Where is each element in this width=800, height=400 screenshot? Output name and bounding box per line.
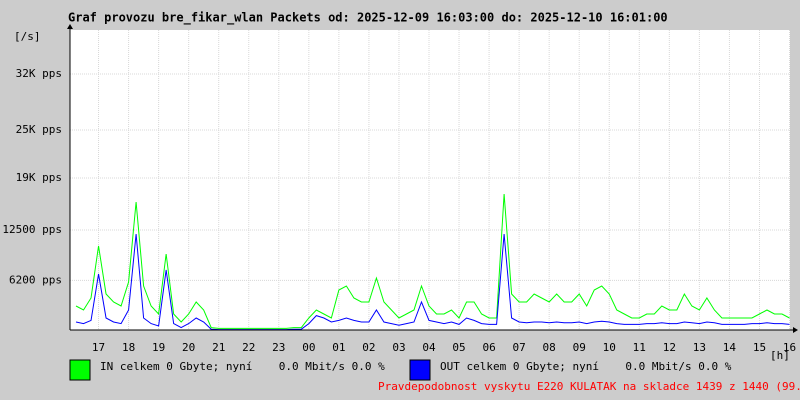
x-tick-label: 06: [482, 341, 495, 354]
x-tick-label: 02: [362, 341, 375, 354]
plot-area: [70, 30, 790, 330]
y-tick-label: 32K pps: [16, 67, 62, 80]
chart-title: Graf provozu bre_fikar_wlan Packets od: …: [68, 11, 668, 26]
y-axis-label: [/s]: [14, 30, 41, 43]
x-tick-label: 20: [182, 341, 195, 354]
y-axis-arrow: [67, 24, 73, 29]
x-tick-label: 14: [723, 341, 737, 354]
y-tick-label: 25K pps: [16, 123, 62, 136]
x-tick-label: 23: [272, 341, 285, 354]
legend-label: OUT celkem 0 Gbyte; nyní 0.0 Mbit/s 0.0 …: [440, 360, 732, 373]
x-tick-label: 19: [152, 341, 165, 354]
x-tick-label: 17: [92, 341, 105, 354]
footer: Pravdepodobnost vyskytu E220 KULATAK na …: [378, 380, 800, 393]
legend-swatch: [69, 359, 91, 381]
series-line: [75, 193, 790, 329]
x-axis-arrow: [793, 327, 798, 333]
x-tick-label: 03: [392, 341, 405, 354]
y-tick-label: 12500 pps: [2, 223, 62, 236]
x-tick-label: 00: [302, 341, 315, 354]
legend-swatch: [409, 359, 431, 381]
y-tick-label: 19K pps: [16, 171, 62, 184]
x-axis-label: [h]: [770, 349, 790, 362]
x-tick-label: 13: [693, 341, 706, 354]
x-tick-label: 11: [633, 341, 646, 354]
x-tick-label: 07: [512, 341, 525, 354]
x-tick-label: 22: [242, 341, 255, 354]
x-tick-label: 09: [573, 341, 586, 354]
x-tick-label: 18: [122, 341, 135, 354]
x-tick-label: 01: [332, 341, 345, 354]
legend-label: IN celkem 0 Gbyte; nyní 0.0 Mbit/s 0.0 %: [100, 360, 385, 373]
y-tick-label: 6200 pps: [9, 273, 62, 286]
x-tick-label: 16: [783, 341, 796, 354]
x-tick-label: 21: [212, 341, 225, 354]
x-tick-label: 12: [663, 341, 676, 354]
series-line: [75, 233, 790, 331]
x-tick-label: 10: [603, 341, 616, 354]
x-tick-label: 15: [753, 341, 766, 354]
x-tick-label: 08: [543, 341, 556, 354]
x-tick-label: 05: [452, 341, 465, 354]
x-tick-label: 04: [422, 341, 436, 354]
